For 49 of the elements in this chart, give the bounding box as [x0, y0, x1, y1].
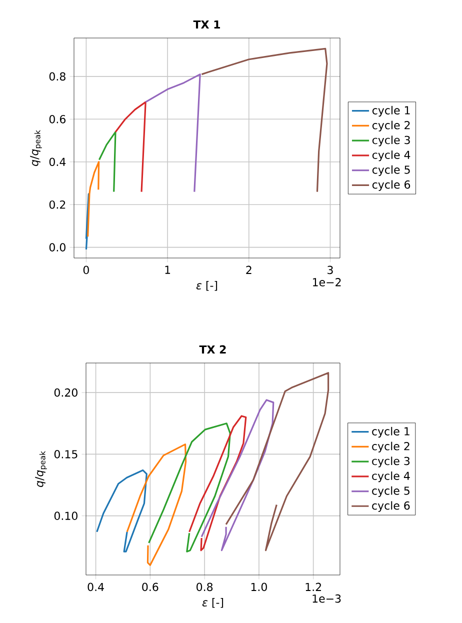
y-axis-title: q/q$_{peak}$ [35, 451, 47, 487]
legend-label: cycle 1 [372, 106, 410, 117]
line-series [200, 48, 328, 193]
legend-label: cycle 2 [372, 120, 410, 132]
y-tick-label: 0.4 [49, 158, 66, 166]
x-tick-label: 1 [165, 266, 170, 274]
line-series [188, 415, 247, 552]
line-series [114, 101, 146, 193]
x-tick-label: 0.6 [142, 582, 158, 592]
chart-title: TX 1 [193, 20, 220, 28]
legend-label: cycle 2 [372, 442, 410, 452]
line-series [225, 372, 330, 552]
y-tick-label: 0.6 [49, 115, 66, 124]
line-series [148, 422, 231, 552]
text: 1e−2 [313, 278, 341, 286]
x-axis-title: ε [-] [196, 280, 218, 291]
line-series [200, 399, 274, 552]
legend-label: cycle 6 [372, 180, 410, 191]
x-axis-title: ε [-] [202, 598, 224, 608]
legend-label: cycle 6 [372, 501, 410, 512]
y-tick-label: 0.20 [54, 388, 78, 397]
x-tick-label: 0 [83, 266, 89, 274]
y-tick-label: 0.8 [49, 72, 66, 81]
legend-label: cycle 4 [372, 471, 410, 482]
line-series [96, 469, 148, 552]
x-tick-label: 3 [328, 266, 333, 274]
legend-label: cycle 1 [372, 426, 410, 438]
y-tick-label: 0.0 [49, 243, 66, 252]
x-tick-label: 2 [246, 266, 252, 274]
x-tick-label: 0.4 [88, 582, 104, 592]
line-series [85, 193, 90, 250]
line-series [98, 131, 116, 193]
y-tick-label: 0.10 [54, 512, 78, 520]
legend-label: cycle 5 [372, 486, 410, 497]
line-series [87, 161, 100, 238]
x-tick-label: 1.0 [251, 582, 267, 592]
line-series [144, 74, 201, 193]
legend-label: cycle 3 [372, 456, 410, 468]
x-tick-label: 1.2 [306, 582, 321, 591]
chart-title: TX 2 [199, 345, 226, 354]
y-tick-label: 0.2 [49, 200, 66, 209]
legend-label: cycle 5 [372, 165, 410, 176]
legend-label: cycle 3 [372, 136, 410, 146]
y-tick-label: 0.15 [54, 450, 78, 458]
x-tick-label: 0.8 [196, 582, 213, 592]
text: 1e−3 [312, 594, 341, 603]
y-axis-title: q/q$_{peak}$ [30, 130, 42, 166]
legend-label: cycle 4 [372, 150, 410, 162]
line-series [126, 444, 187, 566]
